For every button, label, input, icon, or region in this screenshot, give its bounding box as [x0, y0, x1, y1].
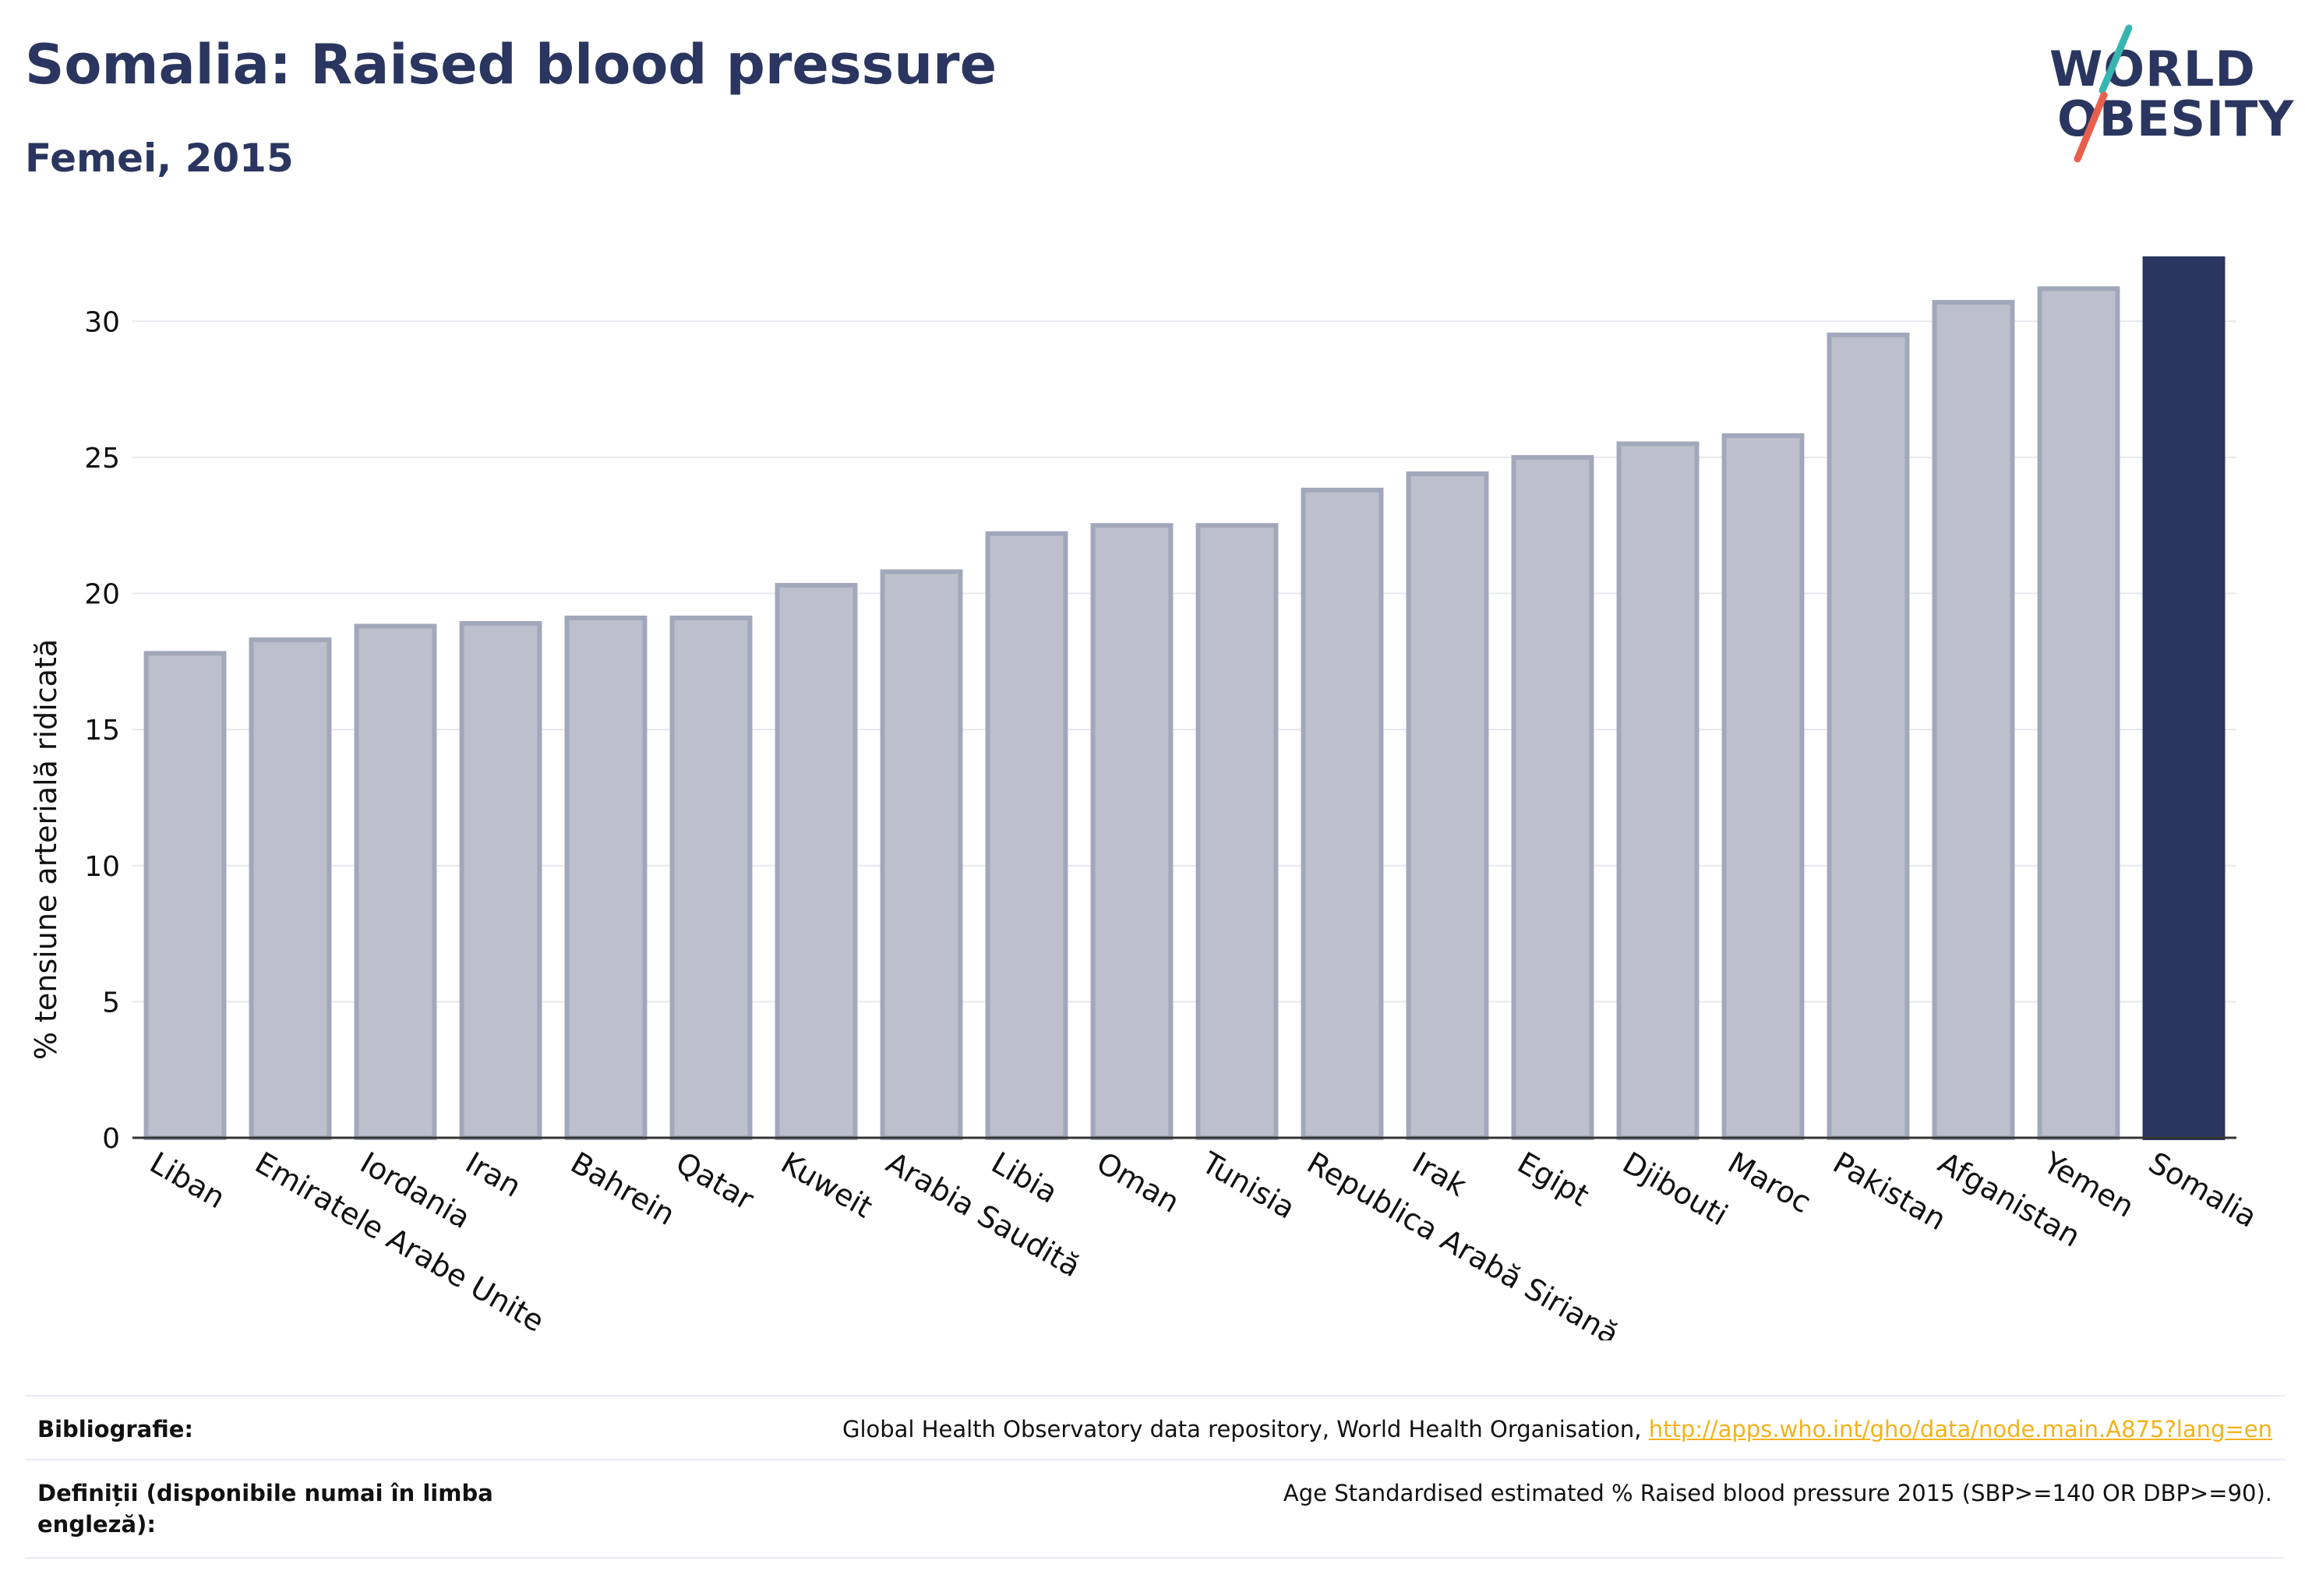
bar-egipt [1511, 454, 1594, 1140]
bar-iran [459, 620, 542, 1140]
x-tick-label: Somalia [2143, 1146, 2263, 1234]
bar-irak [1406, 471, 1489, 1140]
bibliography-value: Global Health Observatory data repositor… [842, 1414, 2272, 1445]
y-tick-label: 20 [84, 579, 120, 611]
gridlines [132, 320, 2236, 1003]
bar-liban [143, 651, 227, 1140]
bar-bahrein [564, 615, 648, 1140]
bibliography-row: Bibliografie: Global Health Observatory … [25, 1395, 2285, 1460]
chart-title: Somalia: Raised blood pressure [25, 33, 997, 97]
y-tick-label: 15 [84, 715, 120, 747]
x-tick-label: Pakistan [1827, 1146, 1952, 1238]
y-tick-label: 5 [102, 987, 120, 1019]
definitions-row: Definiții (disponibile numai în limba en… [25, 1459, 2285, 1559]
bar-maroc [1721, 433, 1805, 1140]
x-tick-label: Liban [144, 1146, 231, 1216]
x-tick-label: Arabia Saudită [881, 1146, 1086, 1284]
bar-kuweit [775, 583, 858, 1140]
y-tick-label: 0 [102, 1123, 120, 1155]
bar-yemen [2037, 286, 2120, 1140]
x-tick-label: Iran [460, 1146, 527, 1204]
bars [143, 256, 2226, 1140]
bar-republica-arabă-siriană [1301, 487, 1384, 1140]
x-tick-label: Irak [1407, 1146, 1472, 1203]
bibliography-link[interactable]: http://apps.who.int/gho/data/node.main.A… [1648, 1416, 2272, 1442]
bar-somalia [2142, 256, 2226, 1140]
definitions-value: Age Standardised estimated % Raised bloo… [1283, 1480, 2272, 1506]
y-tick-label: 30 [84, 306, 120, 338]
logo-slash-icon [2074, 24, 2133, 163]
bar-pakistan [1827, 332, 1910, 1140]
bar-qatar [669, 615, 753, 1140]
bar-emiratele-arabe-unite [249, 637, 332, 1140]
bibliography-text: Global Health Observatory data repositor… [842, 1416, 1649, 1442]
x-tick-label: Maroc [1722, 1146, 1817, 1220]
definitions-label: Definiții (disponibile numai în limba en… [37, 1480, 493, 1538]
x-tick-label: Libia [986, 1146, 1064, 1210]
world-obesity-logo: WORLD OBESITY [2026, 22, 2293, 170]
logo-text-world: WORLD [2049, 41, 2256, 97]
bibliography-label: Bibliografie: [37, 1416, 193, 1442]
bar-tunisia [1195, 523, 1279, 1140]
x-tick-label: Djibouti [1617, 1146, 1734, 1233]
y-tick-label: 25 [84, 443, 120, 475]
chart-subtitle: Femei, 2015 [25, 136, 294, 181]
bar-libia [985, 531, 1068, 1140]
x-tick-label: Oman [1091, 1146, 1185, 1220]
bar-arabia-saudită [880, 569, 963, 1140]
x-tick-label: Bahrein [565, 1146, 681, 1232]
bar-oman [1090, 523, 1174, 1140]
y-axis-title: % tensiune arterială ridicată [29, 639, 63, 1060]
bar-djibouti [1616, 441, 1700, 1140]
y-tick-label: 10 [84, 851, 120, 883]
x-tick-label: Egipt [1512, 1146, 1595, 1213]
x-tick-label: Qatar [670, 1146, 760, 1217]
x-tick-label: Tunisia [1195, 1145, 1301, 1226]
bar-iordania [354, 623, 437, 1140]
bar-afganistan [1932, 299, 2015, 1140]
x-tick-label: Kuweit [775, 1146, 878, 1225]
